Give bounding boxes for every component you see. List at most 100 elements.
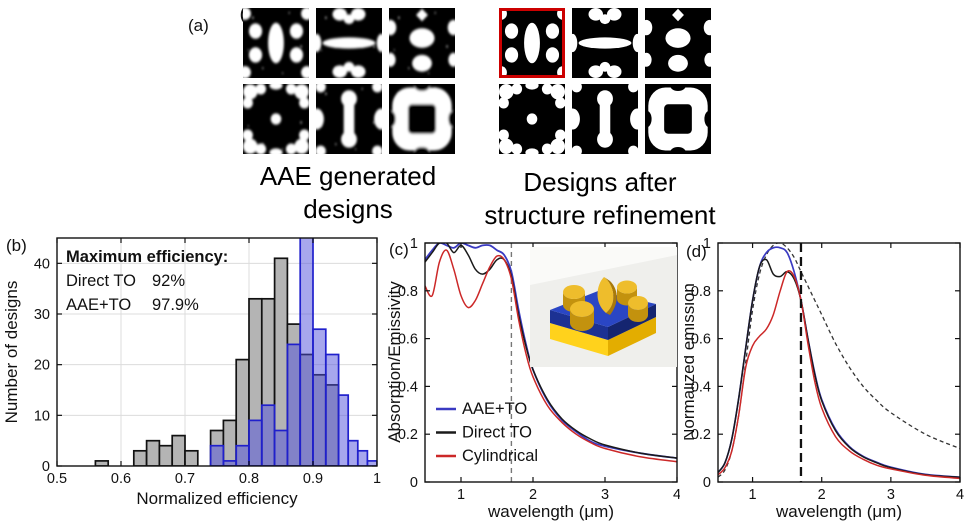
series-legend: AAE+TO Direct TO Cylindrical bbox=[436, 400, 538, 465]
svg-text:10: 10 bbox=[34, 408, 50, 424]
histogram-bar bbox=[260, 404, 276, 466]
panel-b-label: (b) bbox=[6, 236, 27, 255]
histogram-bar bbox=[248, 419, 263, 466]
design-tile-refined-2-horizontal-lens-crown bbox=[572, 8, 638, 78]
histogram-bar bbox=[222, 460, 238, 466]
design-tile-refined-6-frame-black-center bbox=[645, 84, 711, 154]
x-axis-label: wavelength (μm) bbox=[487, 502, 614, 521]
svg-text:0.6: 0.6 bbox=[111, 471, 131, 487]
panel-d-label: (d) bbox=[686, 242, 707, 261]
svg-text:4: 4 bbox=[673, 487, 680, 503]
svg-text:AAE+TO: AAE+TO bbox=[462, 400, 527, 418]
svg-text:1: 1 bbox=[749, 487, 757, 503]
panel-c-label: (c) bbox=[389, 240, 409, 259]
svg-text:2: 2 bbox=[529, 487, 537, 503]
histogram-bar bbox=[171, 434, 186, 466]
plot-area bbox=[718, 243, 960, 480]
curve-aae-to bbox=[425, 243, 677, 459]
caption-line-2: structure refinement bbox=[484, 199, 716, 230]
svg-text:1: 1 bbox=[410, 236, 418, 252]
design-tile-aae-3-blob-cluster bbox=[389, 8, 455, 78]
axes-frame bbox=[717, 242, 961, 483]
axes-frame bbox=[56, 237, 378, 467]
histogram-bar bbox=[337, 394, 350, 466]
y-axis-label: Absorption/Emissivity bbox=[388, 281, 404, 443]
curve-direct-to bbox=[718, 258, 960, 478]
curve-dashed-reference bbox=[718, 243, 960, 478]
svg-text:92%: 92% bbox=[152, 272, 185, 290]
design-tile-refined-5-vertical-dumbbell bbox=[572, 84, 638, 154]
caption-line-2: designs bbox=[303, 193, 393, 224]
artifact-glyph: ( bbox=[240, 6, 245, 23]
axes-frame bbox=[424, 242, 678, 483]
svg-text:20: 20 bbox=[34, 358, 50, 374]
design-tile-aae-1-vertical-lens-array bbox=[243, 8, 309, 78]
caption-refined-designs: Designs after structure refinement bbox=[450, 166, 750, 231]
svg-text:4: 4 bbox=[956, 487, 964, 503]
svg-text:0.6: 0.6 bbox=[691, 332, 711, 348]
max-efficiency-legend: Maximum efficiency: Direct TO 92% AAE+TO 97.… bbox=[66, 248, 228, 314]
svg-text:30: 30 bbox=[34, 307, 50, 323]
absorption-spectra-panel-c: 1 2 3 4 0 0.2 0.4 0.6 0.8 1 wavelength (μm) Absorpt… bbox=[388, 236, 680, 521]
svg-text:0.5: 0.5 bbox=[47, 471, 67, 487]
svg-text:0.8: 0.8 bbox=[691, 284, 711, 300]
histogram-bar bbox=[356, 449, 369, 466]
svg-text:0: 0 bbox=[410, 475, 418, 491]
curve-cylindrical bbox=[718, 270, 960, 480]
histogram-bar bbox=[222, 419, 238, 466]
y-axis-label: Normalized emission bbox=[684, 283, 698, 441]
svg-text:0.4: 0.4 bbox=[398, 379, 418, 395]
aae-generated-grid bbox=[243, 8, 455, 154]
y-axis-label: Number of designs bbox=[2, 281, 21, 424]
svg-text:1: 1 bbox=[373, 471, 381, 487]
histogram-bar bbox=[366, 460, 377, 466]
svg-text:Maximum efficiency:: Maximum efficiency: bbox=[66, 248, 228, 266]
histogram-bar bbox=[209, 444, 225, 466]
svg-text:3: 3 bbox=[887, 487, 895, 503]
caption-aae-generated: AAE generated designs bbox=[228, 160, 468, 225]
design-tile-aae-5-vertical-dumbbell bbox=[316, 84, 382, 154]
histogram-bar bbox=[184, 449, 199, 466]
histogram-bar bbox=[132, 449, 148, 466]
svg-text:0.9: 0.9 bbox=[303, 471, 323, 487]
design-tile-aae-2-horizontal-lens-crown bbox=[316, 8, 382, 78]
svg-text:Direct TO: Direct TO bbox=[462, 424, 532, 442]
svg-text:0: 0 bbox=[42, 459, 50, 475]
plot-area bbox=[425, 243, 677, 463]
caption-line-1: AAE generated bbox=[259, 161, 437, 191]
svg-text:0.7: 0.7 bbox=[175, 471, 195, 487]
svg-text:1: 1 bbox=[703, 236, 711, 252]
tick-labels: 1 2 3 4 0 0.2 0.4 0.6 0.8 1 bbox=[691, 236, 964, 503]
inset-gold-base bbox=[550, 317, 656, 356]
design-tile-aae-6-frame-black-center bbox=[389, 84, 455, 154]
caption-line-1: Designs after bbox=[523, 167, 677, 197]
inset-gold-center-lens bbox=[597, 277, 617, 315]
svg-text:97.9%: 97.9% bbox=[152, 296, 199, 314]
panel-a-label: (a) bbox=[188, 16, 209, 35]
curve-aae-to bbox=[718, 246, 960, 479]
svg-text:Direct TO: Direct TO bbox=[66, 272, 136, 290]
histogram-bar bbox=[94, 460, 110, 466]
svg-text:3: 3 bbox=[601, 487, 609, 503]
bars-aae-to bbox=[209, 238, 377, 466]
svg-text:0.4: 0.4 bbox=[691, 379, 711, 395]
tick-labels: 1 2 3 4 0 0.2 0.4 0.6 0.8 1 bbox=[398, 236, 680, 503]
svg-text:0: 0 bbox=[703, 475, 711, 491]
histogram-bar bbox=[145, 439, 161, 466]
svg-text:0.2: 0.2 bbox=[691, 427, 711, 443]
histogram-bar bbox=[235, 444, 250, 466]
histogram-bar bbox=[299, 238, 314, 466]
design-tile-aae-4-quatrefoil-cross bbox=[243, 84, 309, 154]
inset-gold-pillar-right bbox=[628, 296, 648, 322]
x-axis-label: Normalized efficiency bbox=[136, 489, 298, 508]
svg-text:Cylindrical: Cylindrical bbox=[462, 447, 538, 465]
design-tile-refined-3-blob-cluster bbox=[645, 8, 711, 78]
plot-area bbox=[94, 238, 377, 466]
histogram-bar bbox=[347, 439, 359, 466]
svg-text:1: 1 bbox=[457, 487, 465, 503]
refined-designs-grid bbox=[499, 8, 711, 154]
svg-text:2: 2 bbox=[818, 487, 826, 503]
